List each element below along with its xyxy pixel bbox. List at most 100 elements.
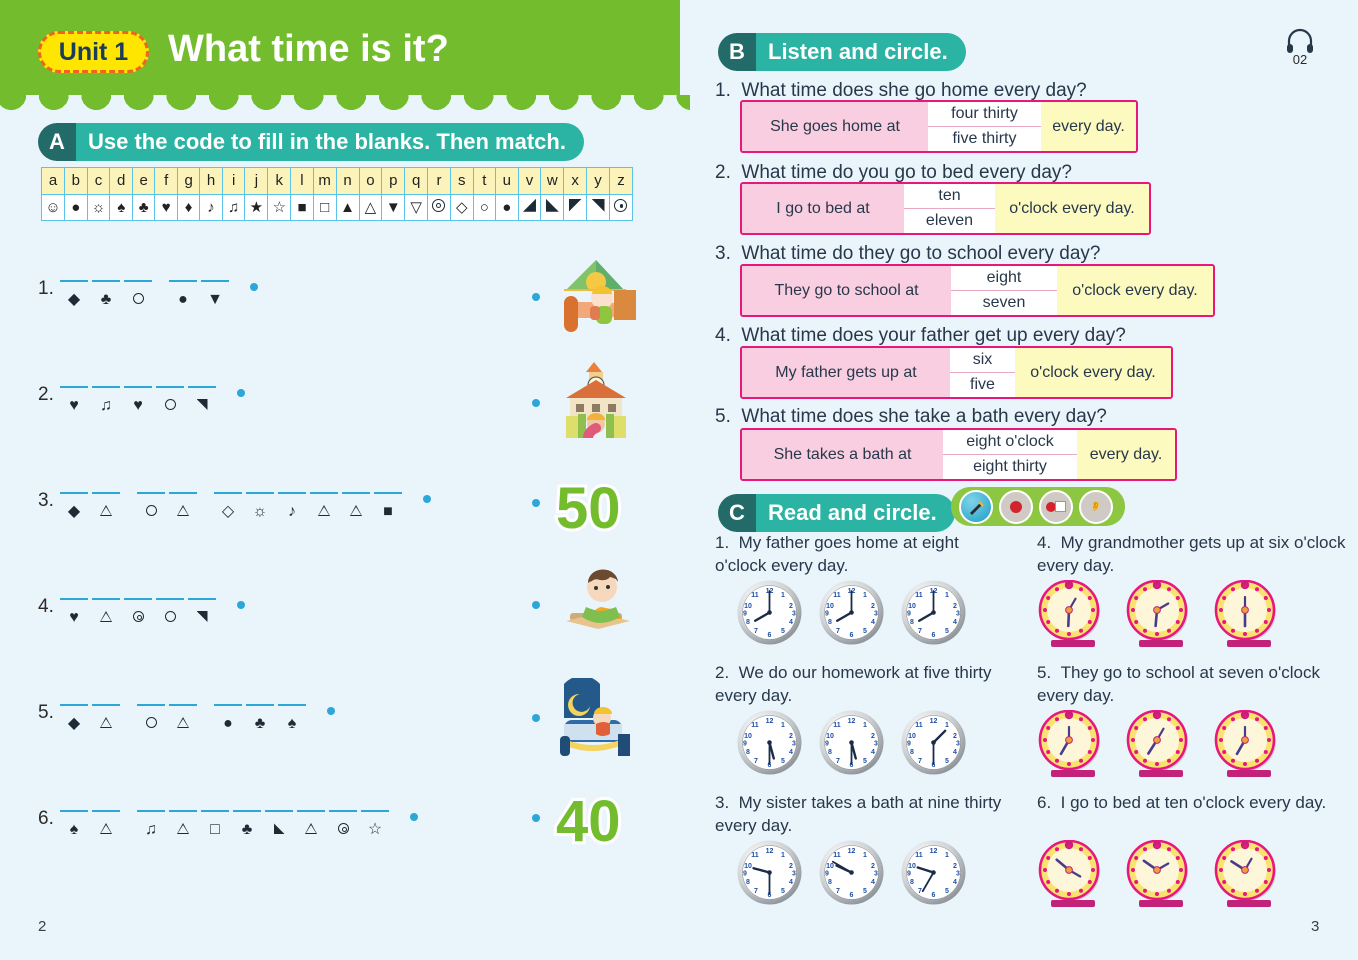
- svg-text:10: 10: [826, 733, 834, 740]
- svg-text:6: 6: [932, 892, 936, 899]
- svg-text:8: 8: [828, 879, 832, 886]
- svg-text:9: 9: [825, 741, 829, 748]
- svg-text:10: 10: [908, 733, 916, 740]
- svg-text:12: 12: [848, 848, 856, 855]
- svg-text:2: 2: [871, 603, 875, 610]
- svg-text:7: 7: [754, 628, 758, 635]
- svg-text:3: 3: [956, 611, 960, 618]
- svg-text:11: 11: [833, 852, 841, 859]
- svg-text:5: 5: [781, 758, 785, 765]
- svg-text:2: 2: [871, 863, 875, 870]
- svg-text:2: 2: [871, 733, 875, 740]
- svg-text:2: 2: [789, 603, 793, 610]
- svg-text:4: 4: [789, 619, 793, 626]
- svg-text:3: 3: [956, 741, 960, 748]
- svg-text:4: 4: [871, 879, 875, 886]
- svg-text:3: 3: [874, 871, 878, 878]
- svg-text:9: 9: [825, 611, 829, 618]
- svg-text:3: 3: [792, 741, 796, 748]
- svg-text:2: 2: [953, 603, 957, 610]
- svg-text:9: 9: [907, 871, 911, 878]
- svg-text:10: 10: [744, 863, 752, 870]
- svg-text:5: 5: [945, 758, 949, 765]
- svg-text:8: 8: [828, 749, 832, 756]
- svg-text:8: 8: [746, 749, 750, 756]
- svg-text:1: 1: [945, 592, 949, 599]
- svg-text:8: 8: [746, 879, 750, 886]
- svg-text:4: 4: [871, 749, 875, 756]
- svg-text:8: 8: [910, 879, 914, 886]
- svg-text:10: 10: [744, 603, 752, 610]
- svg-text:11: 11: [915, 592, 923, 599]
- svg-text:9: 9: [907, 611, 911, 618]
- svg-text:7: 7: [754, 758, 758, 765]
- svg-text:10: 10: [908, 863, 916, 870]
- svg-text:11: 11: [915, 852, 923, 859]
- svg-text:5: 5: [863, 758, 867, 765]
- svg-text:7: 7: [754, 888, 758, 895]
- svg-text:12: 12: [930, 718, 938, 725]
- svg-text:7: 7: [918, 888, 922, 895]
- svg-text:6: 6: [850, 632, 854, 639]
- svg-text:3: 3: [874, 611, 878, 618]
- svg-text:12: 12: [930, 848, 938, 855]
- svg-text:4: 4: [953, 879, 957, 886]
- svg-text:2: 2: [789, 733, 793, 740]
- svg-text:11: 11: [915, 722, 923, 729]
- svg-text:12: 12: [766, 848, 774, 855]
- svg-text:3: 3: [874, 741, 878, 748]
- svg-text:9: 9: [743, 741, 747, 748]
- svg-text:6: 6: [768, 632, 772, 639]
- svg-text:7: 7: [918, 628, 922, 635]
- svg-text:11: 11: [751, 722, 759, 729]
- svg-text:1: 1: [945, 722, 949, 729]
- svg-text:1: 1: [945, 852, 949, 859]
- svg-text:4: 4: [871, 619, 875, 626]
- svg-text:6: 6: [932, 632, 936, 639]
- svg-text:2: 2: [789, 863, 793, 870]
- svg-text:10: 10: [744, 733, 752, 740]
- svg-text:7: 7: [918, 758, 922, 765]
- svg-text:10: 10: [908, 603, 916, 610]
- svg-text:12: 12: [766, 718, 774, 725]
- svg-text:8: 8: [910, 619, 914, 626]
- svg-text:9: 9: [743, 611, 747, 618]
- svg-text:8: 8: [910, 749, 914, 756]
- svg-text:2: 2: [953, 733, 957, 740]
- svg-text:6: 6: [850, 892, 854, 899]
- svg-text:8: 8: [746, 619, 750, 626]
- svg-text:11: 11: [833, 722, 841, 729]
- svg-text:9: 9: [907, 741, 911, 748]
- svg-text:8: 8: [828, 619, 832, 626]
- svg-text:3: 3: [792, 611, 796, 618]
- svg-text:4: 4: [789, 749, 793, 756]
- svg-text:4: 4: [789, 879, 793, 886]
- svg-text:1: 1: [863, 852, 867, 859]
- svg-text:7: 7: [836, 758, 840, 765]
- svg-text:1: 1: [863, 722, 867, 729]
- svg-text:5: 5: [945, 628, 949, 635]
- svg-text:4: 4: [953, 749, 957, 756]
- svg-text:11: 11: [751, 592, 759, 599]
- svg-text:1: 1: [781, 852, 785, 859]
- svg-text:5: 5: [863, 628, 867, 635]
- svg-text:3: 3: [956, 871, 960, 878]
- svg-text:12: 12: [848, 718, 856, 725]
- svg-text:7: 7: [836, 628, 840, 635]
- svg-text:4: 4: [953, 619, 957, 626]
- svg-text:5: 5: [863, 888, 867, 895]
- svg-text:5: 5: [781, 888, 785, 895]
- svg-text:5: 5: [945, 888, 949, 895]
- svg-text:9: 9: [743, 871, 747, 878]
- svg-text:10: 10: [826, 603, 834, 610]
- svg-text:11: 11: [751, 852, 759, 859]
- svg-text:2: 2: [953, 863, 957, 870]
- svg-text:7: 7: [836, 888, 840, 895]
- svg-text:3: 3: [792, 871, 796, 878]
- svg-text:1: 1: [781, 722, 785, 729]
- svg-text:9: 9: [825, 871, 829, 878]
- svg-text:1: 1: [781, 592, 785, 599]
- svg-text:10: 10: [826, 863, 834, 870]
- svg-text:5: 5: [781, 628, 785, 635]
- svg-text:11: 11: [833, 592, 841, 599]
